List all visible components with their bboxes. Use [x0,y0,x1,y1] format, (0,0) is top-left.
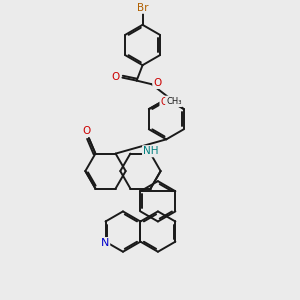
Text: Br: Br [137,3,148,13]
Text: N: N [101,238,109,248]
Text: O: O [160,97,168,107]
Text: O: O [112,72,120,82]
Text: O: O [153,78,161,88]
Text: CH₃: CH₃ [166,97,182,106]
Text: NH: NH [143,146,159,156]
Text: O: O [82,126,91,136]
